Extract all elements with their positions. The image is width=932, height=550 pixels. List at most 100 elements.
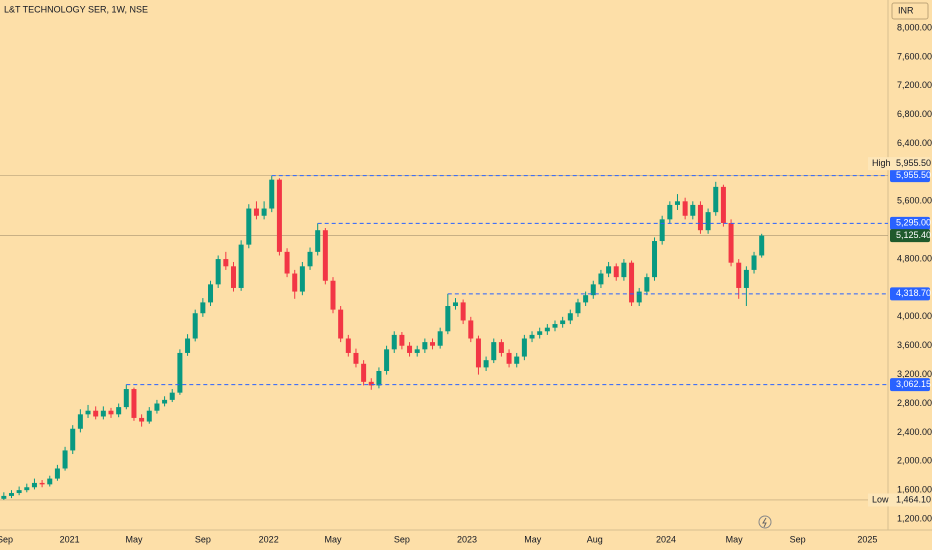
x-tick-label: 2025: [857, 534, 877, 544]
high-name-box: [868, 157, 890, 171]
candle-body: [613, 266, 619, 278]
candle-body: [16, 490, 22, 494]
candle-body: [246, 208, 252, 245]
candle-body: [376, 371, 382, 386]
candle-body: [261, 208, 267, 216]
candle-body: [162, 399, 168, 404]
candle-body: [583, 295, 589, 303]
y-tick-label: 7,600.00: [897, 51, 932, 61]
x-tick-label: Aug: [587, 534, 603, 544]
candle-body: [430, 342, 436, 346]
candle-body: [736, 262, 742, 288]
candle-body: [759, 235, 765, 256]
candle-body: [407, 345, 413, 353]
last-label: 5,125.40: [896, 230, 931, 240]
x-tick-label: May: [125, 534, 143, 544]
candle-body: [70, 428, 76, 451]
currency-box[interactable]: [891, 2, 929, 20]
candle-body: [743, 269, 749, 288]
replay-bolt: [762, 517, 767, 528]
candle-body: [521, 338, 527, 357]
currency: INR: [898, 5, 914, 15]
candle-body: [384, 349, 390, 371]
candle-body: [690, 204, 696, 216]
x-tick-label: May: [324, 534, 342, 544]
y-tick-label: 3,600.00: [897, 340, 932, 350]
candle-body: [422, 342, 428, 350]
candle-body: [399, 334, 405, 346]
level-box: [890, 169, 930, 183]
candle-body: [215, 259, 221, 285]
candle-body: [445, 306, 451, 332]
candle-body: [437, 331, 443, 346]
candle-body: [652, 241, 658, 278]
y-tick-label: 2,400.00: [897, 427, 932, 437]
x-tick-label: Sep: [0, 534, 13, 544]
candle-body: [720, 186, 726, 223]
candle-body: [139, 417, 145, 422]
candle-body: [169, 392, 175, 400]
candle-body: [353, 352, 359, 364]
y-tick-label: 5,600.00: [897, 196, 932, 206]
candle-body: [529, 334, 535, 339]
candle-body: [537, 331, 543, 335]
candle-body: [414, 349, 420, 353]
x-tick-label: Sep: [394, 534, 410, 544]
candle-body: [223, 259, 229, 267]
high-value: 5,955.50: [896, 158, 931, 168]
candle-body: [307, 251, 313, 267]
level-label: 5,955.50: [896, 170, 931, 180]
candle-body: [54, 468, 60, 479]
candle-body: [146, 410, 152, 422]
candle-body: [8, 493, 14, 496]
candle-body: [636, 291, 642, 303]
candle-body: [713, 186, 719, 213]
candle-body: [39, 482, 45, 485]
last-box: [890, 229, 930, 243]
candle-body: [1, 495, 7, 499]
y-tick-label: 1,600.00: [897, 485, 932, 495]
x-tick-label: Sep: [195, 534, 211, 544]
candle-body: [284, 251, 290, 274]
candle-body: [368, 381, 374, 386]
replay-icon[interactable]: [758, 515, 772, 529]
candle-body: [659, 219, 665, 242]
candle-body: [590, 284, 596, 296]
x-tick-label: 2021: [60, 534, 80, 544]
candle-body: [154, 403, 160, 411]
candle-body: [131, 389, 137, 418]
low-value: 1,464.10: [896, 494, 931, 504]
candle-body: [208, 284, 214, 303]
y-tick-label: 7,200.00: [897, 80, 932, 90]
candle-body: [697, 204, 703, 231]
level-box: [890, 287, 930, 301]
candle-body: [322, 230, 328, 281]
candle-body: [468, 320, 474, 339]
candle-body: [560, 320, 566, 325]
candle-body: [116, 407, 122, 415]
candle-body: [24, 487, 30, 491]
candle-body: [483, 360, 489, 368]
candle-body: [77, 414, 83, 429]
candle-body: [200, 302, 206, 314]
candle-body: [544, 327, 550, 332]
candle-body: [62, 450, 68, 469]
candle-body: [238, 244, 244, 288]
candle-body: [269, 179, 275, 209]
level-box: [890, 378, 930, 392]
level-box: [890, 216, 930, 230]
level-label: 5,295.00: [896, 218, 931, 228]
high-name: High: [872, 158, 891, 168]
candle-body: [108, 410, 114, 415]
candle-body: [575, 302, 581, 314]
low-name-box: [868, 493, 890, 507]
candle-body: [498, 342, 504, 353]
candle-body: [93, 410, 99, 417]
candle-body: [460, 302, 466, 321]
candle-body: [391, 334, 397, 350]
y-tick-label: 1,200.00: [897, 513, 932, 523]
candle-body: [31, 482, 37, 488]
candle-body: [644, 277, 650, 292]
